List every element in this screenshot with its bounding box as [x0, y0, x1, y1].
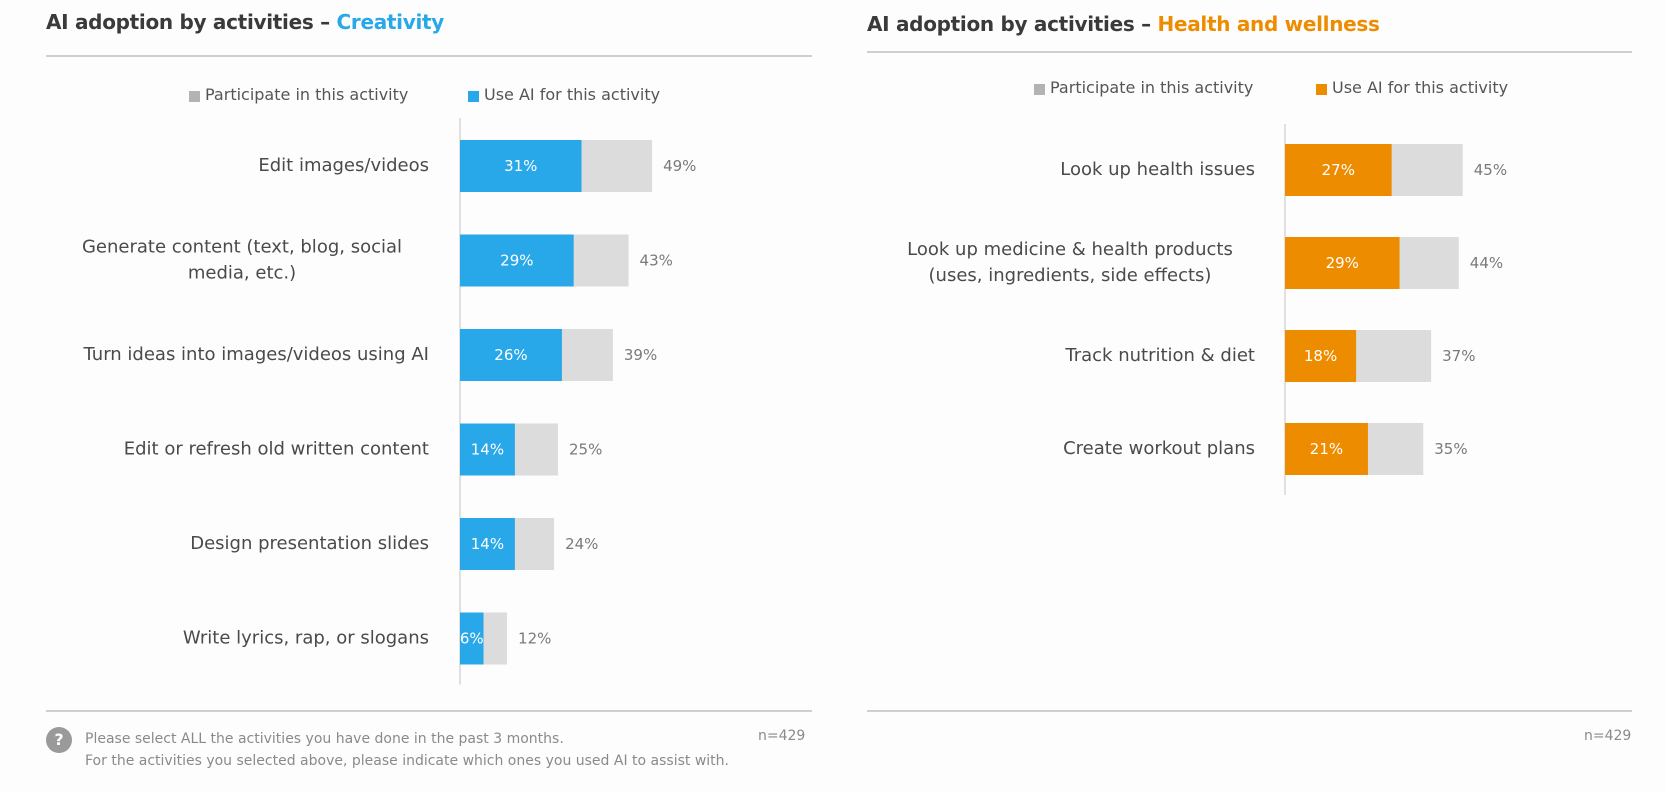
bar-value-label-use-ai: 14%: [471, 441, 504, 459]
category-label: Generate content (text, blog, social medi…: [82, 237, 402, 284]
bar-use-ai: [460, 612, 484, 665]
bar-value-label-use-ai: 29%: [1326, 254, 1359, 272]
bar-value-label-participate: 37%: [1442, 347, 1475, 365]
sample-size-health: n=429: [1584, 728, 1632, 744]
legend-swatch-grey: [189, 91, 200, 102]
bar-value-label-use-ai: 18%: [1304, 347, 1337, 365]
category-label: Track nutrition & diet: [1064, 345, 1255, 366]
health-panel: AI adoption by activities – Health and w…: [830, 0, 1666, 791]
bar-use-ai: [460, 518, 515, 570]
bar-value-label-participate: 44%: [1470, 254, 1503, 272]
bar-use-ai: [1285, 423, 1368, 475]
category-label: Turn ideas into images/videos using AI: [83, 344, 429, 365]
footnote-line-2: For the activities you selected above, p…: [85, 753, 729, 769]
category-label: Edit images/videos: [258, 155, 429, 176]
bar-value-label-participate: 35%: [1434, 440, 1467, 458]
bar-value-label-use-ai: 26%: [494, 346, 527, 364]
legend-swatch-blue: [468, 91, 479, 102]
bar-value-label-use-ai: 14%: [471, 535, 504, 553]
footnote-line-1: Please select ALL the activities you hav…: [85, 731, 564, 747]
creativity-panel: AI adoption by activities – Creativity P…: [0, 0, 830, 791]
bar-use-ai: [1285, 144, 1392, 196]
bar-value-label-participate: 45%: [1474, 161, 1507, 179]
legend-swatch-orange: [1316, 84, 1327, 95]
question-icon: ?: [46, 727, 72, 753]
bar-value-label-participate: 12%: [518, 630, 551, 648]
category-label: Look up health issues: [1060, 159, 1255, 180]
footnote: Please select ALL the activities you hav…: [85, 728, 729, 772]
legend-swatch-grey: [1034, 84, 1045, 95]
health-bar-chart: 27% 45% Look up health issues 29% 44% Look up…: [907, 124, 1507, 495]
creativity-bar-chart: 31% 49% Edit images/videos 29% 43% Generate c…: [82, 118, 696, 685]
bar-value-label-participate: 24%: [565, 535, 598, 553]
bar-value-label-use-ai: 27%: [1322, 161, 1355, 179]
bottom-divider: [46, 710, 812, 712]
chart-title-creativity: AI adoption by activities – Creativity: [46, 10, 445, 34]
bar-value-label-use-ai: 21%: [1310, 440, 1343, 458]
category-label: Look up medicine & health products (uses,…: [907, 239, 1233, 286]
bar-value-label-participate: 39%: [624, 346, 657, 364]
bar-value-label-participate: 25%: [569, 441, 602, 459]
top-divider: [46, 55, 812, 57]
bar-use-ai: [460, 234, 574, 287]
bar-value-label-use-ai: 29%: [500, 252, 533, 270]
category-label: Write lyrics, rap, or slogans: [183, 628, 429, 649]
bar-value-label-participate: 49%: [663, 157, 696, 175]
title-highlight-health: Health and wellness: [1157, 12, 1380, 36]
bar-use-ai: [1285, 330, 1357, 382]
bar-value-label-participate: 43%: [640, 252, 673, 270]
chart-title-health: AI adoption by activities – Health and w…: [867, 12, 1380, 36]
title-highlight-creativity: Creativity: [336, 10, 445, 34]
bar-use-ai: [460, 329, 562, 381]
top-divider: [867, 51, 1632, 53]
bottom-divider: [867, 710, 1632, 712]
bar-value-label-use-ai: 31%: [504, 157, 537, 175]
bar-use-ai: [460, 140, 582, 192]
category-label: Edit or refresh old written content: [124, 439, 429, 460]
bar-value-label-use-ai: 6%: [460, 630, 484, 648]
bar-use-ai: [460, 423, 515, 476]
sample-size-creativity: n=429: [758, 728, 806, 744]
bar-use-ai: [1285, 237, 1400, 289]
category-label: Design presentation slides: [190, 533, 429, 554]
category-label: Create workout plans: [1063, 438, 1255, 459]
